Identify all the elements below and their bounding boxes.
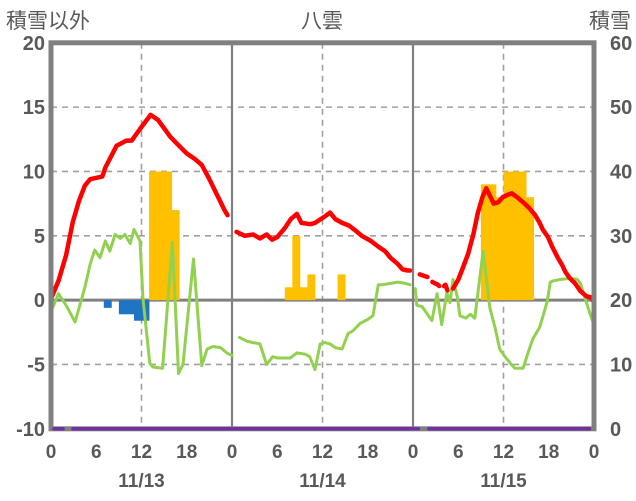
right-tick-label: 20 [610,290,632,312]
orange-bars-bar [292,235,301,301]
date-labels: 11/13 11/14 11/15 [118,471,527,492]
hour-label: 18 [357,442,378,463]
blue-bars-bar [133,300,142,321]
right-tick-label: 30 [610,226,632,248]
red-line-segment [450,185,597,305]
orange-bars-bar [488,184,497,301]
red-line-dashed [417,272,456,294]
orange-bars-bar [149,171,157,301]
orange-bars-bar [337,274,346,301]
orange-bars-bar [526,197,535,301]
left-tick-label: 20 [23,33,45,55]
right-tick-label: 0 [610,419,621,441]
orange-bars-bar [511,171,519,301]
hour-label: 12 [131,442,152,463]
right-tick-label: 50 [610,97,632,119]
orange-bars-bar [156,171,165,301]
red-line-segment [234,210,413,273]
chart-title-station: 八雲 [301,10,343,33]
left-tick-label: 5 [34,226,45,248]
date-label: 11/13 [118,471,165,492]
right-axis-ticks: 60 50 40 30 20 10 0 [610,33,632,441]
left-axis-ticks: 20 15 10 5 0 -5 -10 [16,33,45,441]
hour-label: 0 [589,442,600,463]
left-tick-label: 15 [23,97,45,119]
hour-label: 0 [46,442,57,463]
hour-label: 18 [176,442,197,463]
orange-bars [149,171,535,301]
hour-label: 12 [312,442,333,463]
left-tick-label: -10 [16,419,45,441]
orange-bars-bar [171,210,180,301]
orange-bars-bar [495,197,504,301]
left-tick-label: 10 [23,161,45,183]
hour-label: 0 [408,442,419,463]
orange-bars-bar [164,171,173,301]
right-axis-title: 積雪 [589,10,631,33]
date-label: 11/14 [299,471,346,492]
left-tick-label: -5 [27,354,45,376]
hour-label: 6 [453,442,464,463]
right-tick-label: 10 [610,354,632,376]
orange-bars-bar [284,287,293,301]
hour-labels: 0 6 12 18 0 6 12 18 0 6 12 18 0 [46,442,600,463]
hour-label: 12 [493,442,514,463]
right-tick-label: 40 [610,161,632,183]
left-axis-title: 積雪以外 [6,10,90,33]
hour-label: 6 [91,442,102,463]
green-line-segment [238,280,412,372]
blue-bars-bar [103,300,112,308]
hour-label: 18 [538,442,559,463]
date-label: 11/15 [480,471,527,492]
red-line [48,112,597,305]
orange-bars-bar [307,274,316,301]
hour-label: 0 [227,442,238,463]
right-tick-label: 60 [610,33,632,55]
red-line-dashed-segment [417,272,456,294]
blue-bars-bar [118,300,127,315]
orange-bars-bar [518,171,527,301]
green-line-segment [49,227,234,375]
hour-label: 6 [272,442,283,463]
red-line-segment [48,112,230,302]
orange-bars-bar [299,287,308,301]
orange-bars-bar [503,171,512,301]
orange-bars-bar [480,184,489,301]
blue-bars-bar [126,300,135,315]
left-tick-label: 0 [34,290,45,312]
